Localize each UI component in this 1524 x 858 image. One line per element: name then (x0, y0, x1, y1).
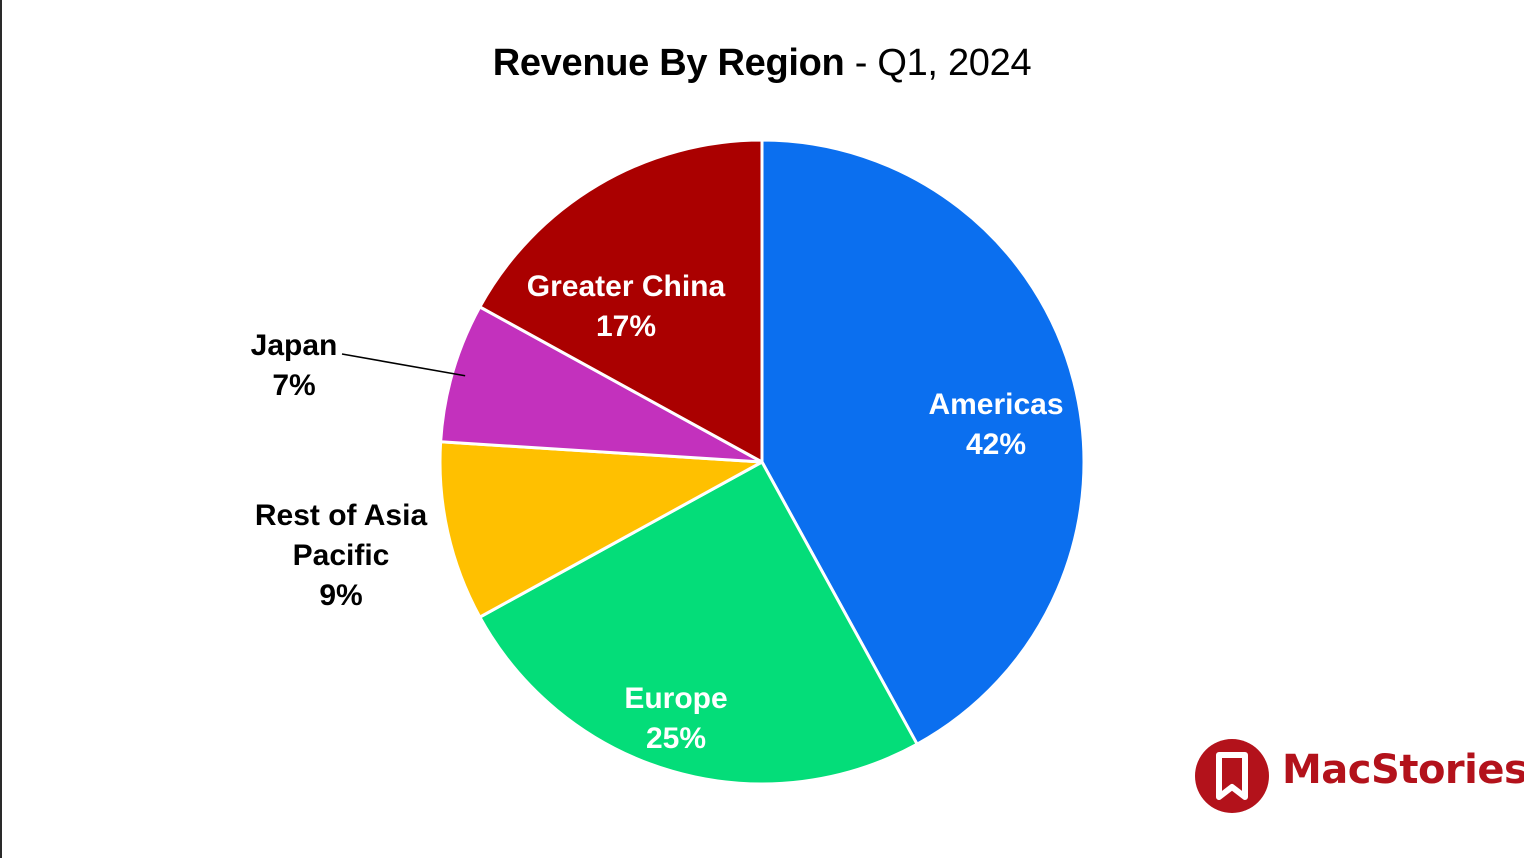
pie-slice-americas (760, 138, 1086, 746)
slice-label-rest-of-asia-pacific: Rest of Asia Pacific 9% (255, 499, 428, 612)
slice-name-americas: Americas (928, 388, 1063, 421)
slice-value-rest-of-asia-pacific: 9% (319, 579, 362, 612)
slice-name-rest-of-asia-pacific: Pacific (293, 539, 390, 572)
chart-title-main: Revenue By Region (492, 42, 845, 84)
chart-title-period: - Q1, 2024 (844, 42, 1032, 84)
slice-value-europe: 25% (646, 722, 706, 755)
slice-name-japan: Japan (251, 329, 338, 362)
slice-label-europe: Europe 25% (624, 682, 727, 755)
left-border (0, 0, 2, 858)
pie-slice-japan (439, 305, 764, 464)
leader-line-japan (341, 353, 466, 377)
macstories-logo: MacStories (1194, 737, 1524, 817)
slice-label-japan: Japan 7% (251, 329, 338, 402)
slice-name-greater-china: Greater China (527, 270, 726, 303)
slice-name-europe: Europe (624, 682, 727, 715)
slice-value-japan: 7% (272, 369, 315, 402)
slice-value-greater-china: 17% (596, 310, 656, 343)
pie-slice-europe (478, 460, 919, 786)
logo-wordmark: MacStories (1282, 747, 1524, 793)
slice-value-americas: 42% (966, 428, 1026, 461)
bookmark-logo-icon (1195, 739, 1269, 813)
pie-slice-greater-china (478, 138, 764, 464)
slice-label-americas: Americas 42% (928, 388, 1063, 461)
slice-label-greater-china: Greater China 17% (527, 270, 726, 343)
pie-slice-rest-of-asia-pacific (438, 440, 764, 619)
chart-title: Revenue By Region - Q1, 2024 (0, 42, 1524, 85)
slice-name-rest-of-asia-pacific: Rest of Asia (255, 499, 428, 532)
